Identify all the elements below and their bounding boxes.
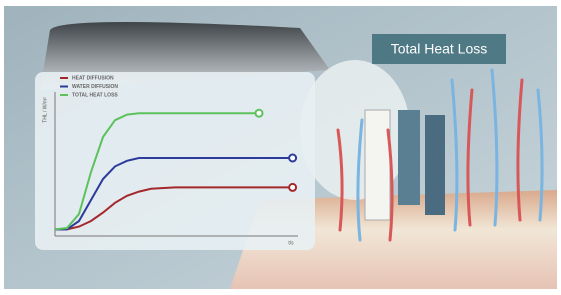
legend-label: TOTAL HEAT LOSS <box>72 92 118 98</box>
end-marker <box>289 155 296 162</box>
overlay-label: Total Heat Loss <box>391 41 488 57</box>
device-panel <box>398 110 420 205</box>
device-panel <box>425 115 445 215</box>
device-panel <box>365 110 390 220</box>
legend-label: HEAT DIFFUSION <box>72 75 114 81</box>
y-axis-label: THL / W/m² <box>42 97 48 123</box>
scene: Total Heat Loss THL / W/m² t/s HEAT DIFF… <box>0 0 561 295</box>
x-axis-label: t/s <box>288 240 294 246</box>
light-glow <box>300 60 410 200</box>
page: {"overlay_label": "Total Heat Loss", "ch… <box>0 0 561 295</box>
legend-label: WATER DIFFUSION <box>72 84 118 90</box>
end-marker <box>289 184 296 191</box>
end-marker <box>256 110 263 117</box>
